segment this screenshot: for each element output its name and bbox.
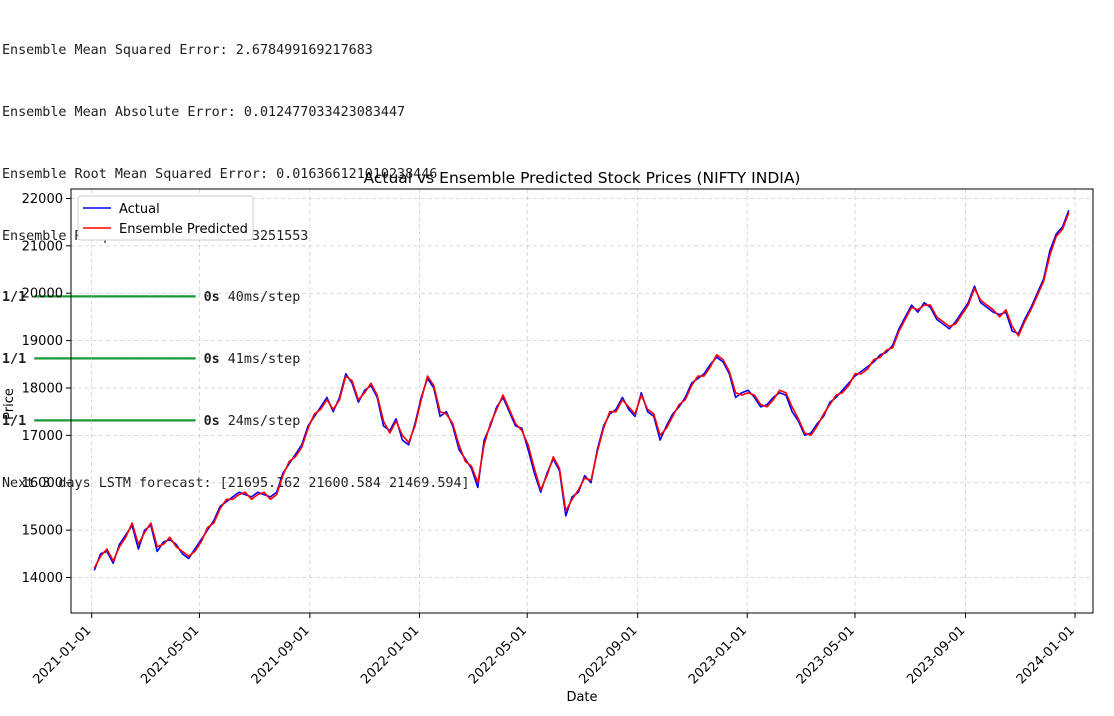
x-ticks: 2021-01-01 2021-05-01 2021-09-01 2022-01-01… (30, 613, 1078, 687)
grid (71, 189, 1093, 613)
y-tick-label: 16000 (22, 476, 63, 491)
x-tick-label: 2021-05-01 (138, 623, 202, 687)
y-tick-label: 21000 (22, 239, 63, 254)
y-tick-label: 20000 (22, 287, 63, 302)
x-tick-label: 2024-01-01 (1014, 623, 1078, 687)
rmse-line: Ensemble Root Mean Squared Error: 0.0163… (2, 166, 438, 182)
progress-bar: ━━━━━━━━━━━━━━━━━━━━ (34, 352, 196, 368)
x-tick-label: 2021-09-01 (249, 623, 313, 687)
legend-label-actual: Actual (119, 202, 160, 217)
y-tick-label: 18000 (22, 381, 63, 396)
step-time: 0s (203, 290, 220, 306)
y-tick-label: 15000 (22, 524, 63, 539)
mae-line: Ensemble Mean Absolute Error: 0.01247703… (2, 104, 406, 120)
x-tick-label: 2023-09-01 (904, 623, 968, 687)
progress-bar: ━━━━━━━━━━━━━━━━━━━━ (34, 290, 196, 306)
x-tick-label: 2022-01-01 (358, 623, 422, 687)
step-count: 1/1 (2, 352, 27, 368)
y-ticks: 14000 15000 16000 17000 18000 19000 20000 21000… (22, 192, 71, 586)
price-chart: Actual vs Ensemble Predicted Stock Price… (2, 169, 1094, 705)
legend-box (77, 195, 254, 241)
series-lines (93, 210, 1070, 571)
step-rate: 41ms/step (227, 352, 301, 368)
chart-title: Actual vs Ensemble Predicted Stock Price… (364, 169, 801, 187)
step-rate: 40ms/step (227, 290, 301, 306)
step-count: 1/1 (2, 413, 27, 429)
y-tick-label: 14000 (22, 571, 63, 586)
progress-bar: ━━━━━━━━━━━━━━━━━━━━ (34, 413, 196, 429)
y-tick-label: 22000 (22, 192, 63, 207)
step-rate: 24ms/step (227, 413, 301, 429)
x-axis-label: Date (566, 690, 597, 705)
x-tick-label: 2023-05-01 (794, 623, 858, 687)
legend-label-predicted: Ensemble Predicted (119, 222, 248, 237)
x-tick-label: 2023-01-01 (686, 623, 750, 687)
x-tick-label: 2022-09-01 (576, 623, 640, 687)
y-tick-label: 17000 (22, 429, 63, 444)
series-line-predicted (93, 212, 1070, 569)
series-line-actual (93, 210, 1070, 571)
x-tick-label: 2022-05-01 (466, 623, 530, 687)
step-count: 1/1 (2, 290, 27, 306)
mse-line: Ensemble Mean Squared Error: 2.678499169… (2, 43, 373, 59)
y-axis-label: Price (2, 388, 17, 420)
plot-frame (70, 188, 1094, 614)
step-time: 0s (203, 413, 220, 429)
x-tick-label: 2021-01-01 (30, 623, 94, 687)
progress-line: 1/1 ━━━━━━━━━━━━━━━━━━━━ 0s 41ms/step (2, 350, 470, 371)
progress-line: 1/1 ━━━━━━━━━━━━━━━━━━━━ 0s 40ms/step (2, 288, 470, 309)
step-time: 0s (203, 352, 220, 368)
y-tick-label: 19000 (22, 334, 63, 349)
progress-line: 1/1 ━━━━━━━━━━━━━━━━━━━━ 0s 24ms/step (2, 412, 470, 433)
legend: Actual Ensemble Predicted (77, 195, 254, 241)
